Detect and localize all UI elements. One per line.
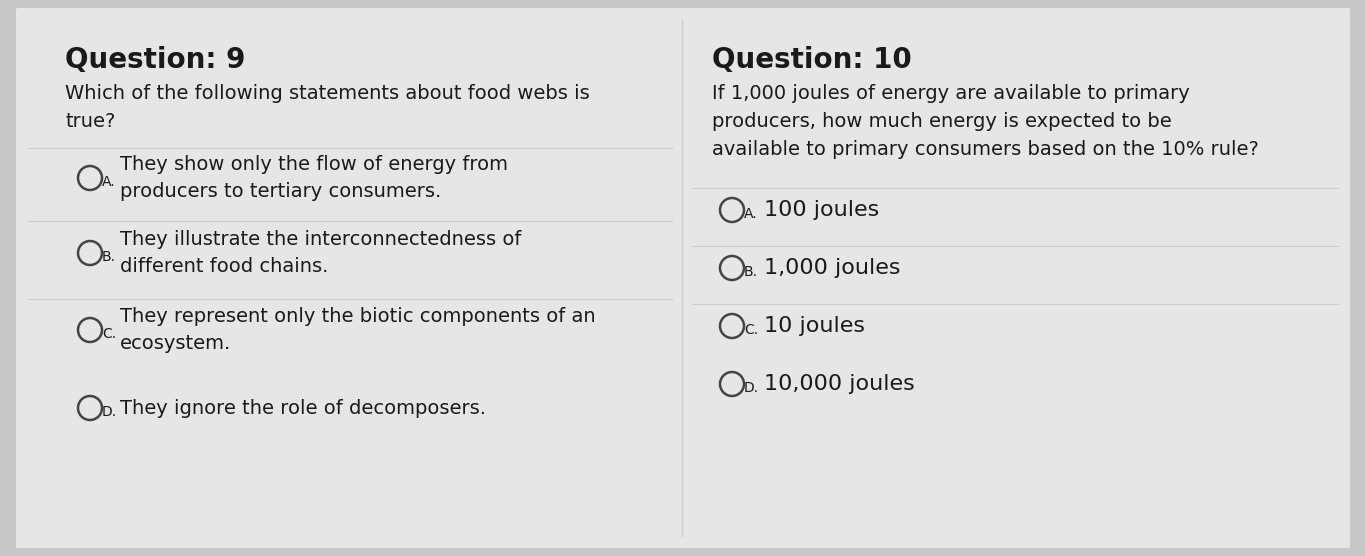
Text: D.: D. (744, 381, 759, 395)
Text: Question: 10: Question: 10 (713, 46, 912, 74)
Text: B.: B. (744, 265, 758, 279)
Text: A.: A. (744, 207, 758, 221)
Text: They show only the flow of energy from
producers to tertiary consumers.: They show only the flow of energy from p… (120, 155, 508, 201)
Text: Which of the following statements about food webs is
true?: Which of the following statements about … (66, 84, 590, 131)
Text: They ignore the role of decomposers.: They ignore the role of decomposers. (120, 399, 486, 418)
FancyBboxPatch shape (16, 8, 1350, 548)
Text: 100 joules: 100 joules (764, 200, 879, 220)
Text: 1,000 joules: 1,000 joules (764, 258, 901, 278)
Text: C.: C. (744, 323, 758, 337)
Text: 10,000 joules: 10,000 joules (764, 374, 915, 394)
Text: They represent only the biotic components of an
ecosystem.: They represent only the biotic component… (120, 307, 595, 353)
Text: Question: 9: Question: 9 (66, 46, 246, 74)
Text: 10 joules: 10 joules (764, 316, 865, 336)
Text: D.: D. (102, 405, 117, 419)
Text: C.: C. (102, 327, 116, 341)
Text: They illustrate the interconnectedness of
different food chains.: They illustrate the interconnectedness o… (120, 230, 521, 276)
Text: If 1,000 joules of energy are available to primary
producers, how much energy is: If 1,000 joules of energy are available … (713, 84, 1259, 159)
Text: A.: A. (102, 175, 116, 189)
Text: B.: B. (102, 250, 116, 264)
